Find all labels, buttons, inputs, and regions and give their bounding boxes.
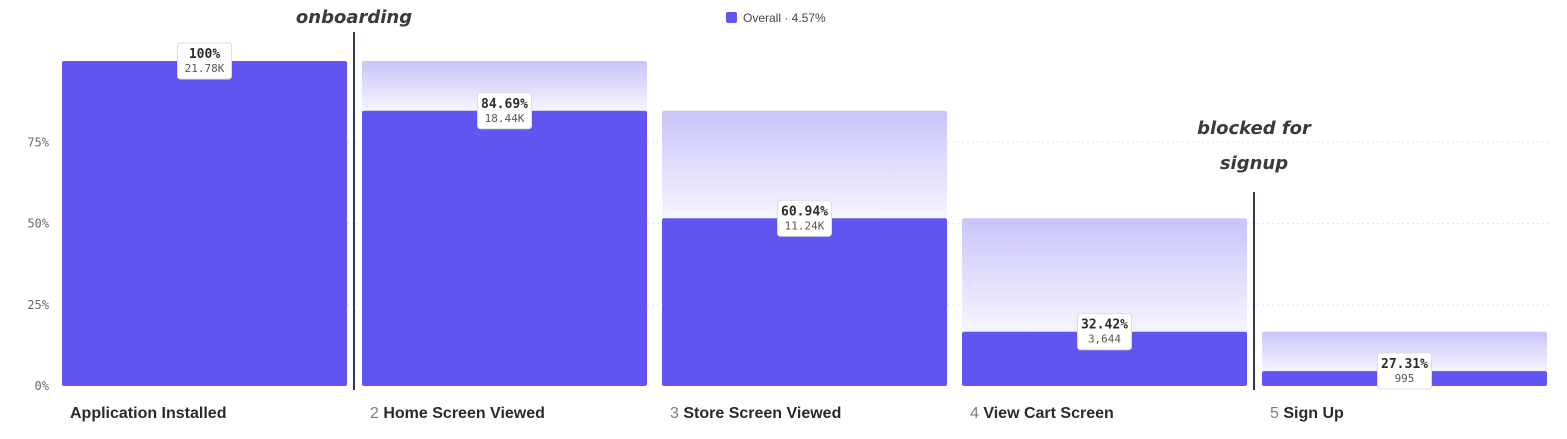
bar-count-label: 3,644	[1088, 333, 1121, 346]
value-label-box	[1377, 352, 1432, 390]
y-tick-label: 75%	[27, 135, 49, 149]
legend-label: Overall · 4.57%	[743, 11, 826, 25]
funnel-dropoff-area	[1262, 331, 1547, 372]
bar-value-label: 84.69%18.44K	[477, 92, 532, 130]
x-category-label: 5 Sign Up	[1270, 405, 1344, 422]
funnel-bar[interactable]	[962, 331, 1247, 386]
bar-value-label: 27.31%995	[1377, 352, 1432, 390]
bar-percent-label: 27.31%	[1381, 357, 1428, 372]
y-tick-label: 25%	[27, 298, 49, 312]
bar-percent-label: 84.69%	[481, 97, 528, 112]
step-number: 2	[370, 405, 383, 422]
x-category-label: 3 Store Screen Viewed	[670, 405, 841, 422]
value-label-box	[777, 199, 832, 237]
step-name: Sign Up	[1283, 405, 1344, 422]
step-name: Home Screen Viewed	[383, 405, 545, 422]
step-name: Store Screen Viewed	[683, 405, 841, 422]
funnel-bar[interactable]	[62, 61, 347, 386]
value-label-box	[1077, 313, 1132, 351]
funnel-dropoff-area	[662, 110, 947, 219]
legend-swatch	[726, 12, 737, 23]
x-category-label: Application Installed	[70, 405, 226, 422]
bar-percent-label: 100%	[189, 47, 220, 62]
step-name: View Cart Screen	[983, 405, 1113, 422]
y-tick-label: 50%	[27, 217, 49, 231]
funnel-dropoff-area	[962, 218, 1247, 332]
annotation-text: blocked for	[1197, 118, 1312, 139]
step-number: 4	[970, 405, 983, 422]
bar-percent-label: 32.42%	[1081, 318, 1128, 333]
annotation-text: signup	[1220, 153, 1288, 174]
bar-count-label: 18.44K	[485, 112, 525, 125]
annotation: onboarding	[296, 7, 412, 390]
chart-legend[interactable]: Overall · 4.57%	[726, 11, 826, 25]
bar-count-label: 995	[1395, 372, 1415, 385]
bar-percent-label: 60.94%	[781, 204, 828, 219]
funnel-bar[interactable]	[362, 110, 647, 386]
annotation: blocked for signup	[1197, 118, 1312, 390]
value-label-box	[177, 42, 232, 80]
bar-value-label: 32.42%3,644	[1077, 313, 1132, 351]
x-category-label: 4 View Cart Screen	[970, 405, 1114, 422]
funnel-dropoff-area	[362, 61, 647, 111]
step-number: 3	[670, 405, 683, 422]
annotation-text: onboarding	[296, 7, 412, 28]
bar-count-label: 11.24K	[785, 219, 825, 232]
value-label-box	[477, 92, 532, 130]
funnel-bar[interactable]	[662, 218, 947, 386]
x-category-label: 2 Home Screen Viewed	[370, 405, 545, 422]
step-number: 5	[1270, 405, 1283, 422]
step-name: Application Installed	[70, 405, 226, 422]
y-tick-label: 0%	[35, 379, 50, 393]
bar-value-label: 60.94%11.24K	[777, 199, 832, 237]
bar-value-label: 100%21.78K	[177, 42, 232, 80]
bar-count-label: 21.78K	[185, 62, 225, 75]
